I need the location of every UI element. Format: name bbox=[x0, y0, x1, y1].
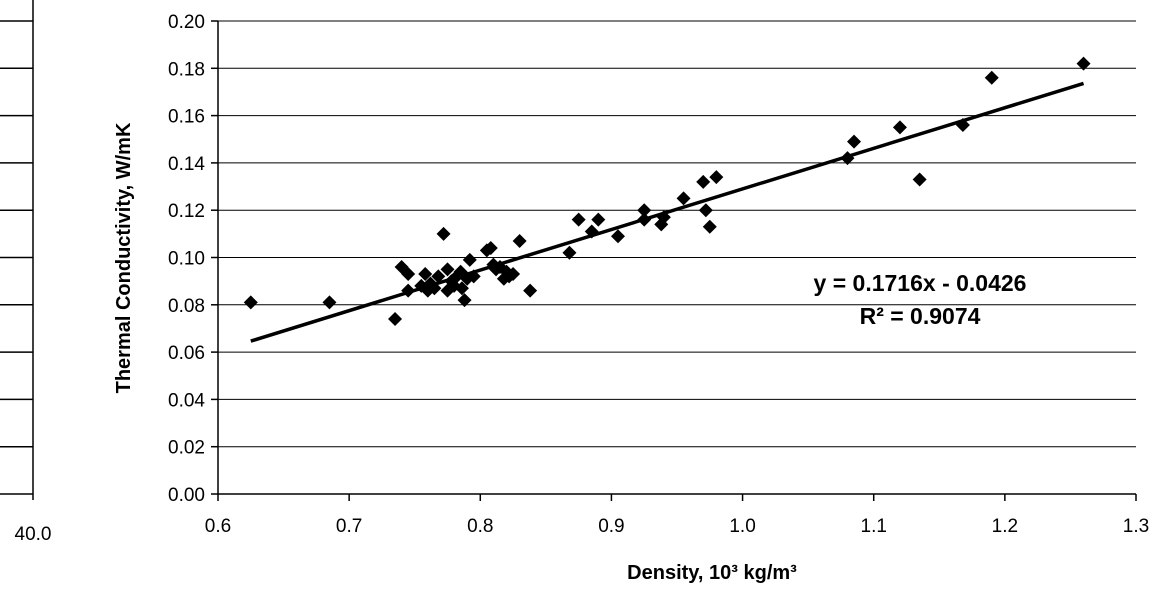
x-tick-label: 0.6 bbox=[205, 516, 231, 537]
data-point bbox=[656, 210, 671, 225]
data-point bbox=[431, 269, 446, 284]
y-tick-label: 0.04 bbox=[168, 390, 205, 411]
data-point bbox=[243, 295, 258, 310]
data-point bbox=[698, 203, 713, 218]
data-point bbox=[955, 118, 970, 133]
data-point bbox=[512, 233, 527, 248]
y-tick-label: 0.08 bbox=[168, 296, 205, 317]
data-point bbox=[637, 212, 652, 227]
y-tick-label: 0.06 bbox=[168, 343, 205, 364]
data-point bbox=[584, 224, 599, 239]
data-point bbox=[466, 269, 481, 284]
y-tick-label: 0.02 bbox=[168, 438, 205, 459]
y-tick-label: 0.10 bbox=[168, 249, 205, 270]
x-axis-ticks: 0.6 0.7 0.8 0.9 1.0 1.1 1.2 1.3 bbox=[205, 494, 1149, 537]
x-tick-label: 0.9 bbox=[598, 516, 624, 537]
data-point bbox=[388, 311, 403, 326]
y-axis-ticks: 0.00 0.02 0.04 0.06 0.08 0.10 0.12 0.14 0.16 0.18… bbox=[168, 12, 218, 506]
data-point bbox=[912, 172, 927, 187]
data-point bbox=[562, 245, 577, 260]
x-axis-title: Density, 10³ kg/m³ bbox=[627, 562, 797, 584]
data-point bbox=[322, 295, 337, 310]
x-tick-label: 1.2 bbox=[992, 516, 1018, 537]
data-point bbox=[1076, 56, 1091, 71]
data-point bbox=[637, 203, 652, 218]
r-squared-label: R² = 0.9074 bbox=[860, 303, 981, 329]
y-axis-title: Thermal Conductivity, W/mK bbox=[113, 122, 135, 393]
y-tick-label: 0.00 bbox=[168, 485, 205, 506]
data-point bbox=[401, 283, 416, 298]
x-tick-label: 0.8 bbox=[467, 516, 493, 537]
data-point bbox=[984, 70, 999, 85]
x-tick-label: 1.3 bbox=[1123, 516, 1149, 537]
data-point bbox=[702, 219, 717, 234]
data-point bbox=[571, 212, 586, 227]
data-point bbox=[696, 174, 711, 189]
data-point bbox=[610, 229, 625, 244]
left-panel-ticks bbox=[0, 20, 33, 495]
y-tick-label: 0.14 bbox=[168, 154, 205, 175]
x-tick-label: 0.7 bbox=[336, 516, 362, 537]
data-points bbox=[243, 56, 1091, 326]
gridlines bbox=[218, 20, 1136, 448]
data-point bbox=[892, 120, 907, 135]
trendline bbox=[250, 81, 1085, 343]
data-point bbox=[457, 293, 472, 308]
data-point bbox=[440, 262, 455, 277]
data-point bbox=[847, 134, 862, 149]
data-point bbox=[506, 267, 521, 282]
trendline-equation: y = 0.1716x - 0.0426 bbox=[814, 270, 1027, 296]
left-panel-x-tick-label: 40.0 bbox=[15, 524, 52, 545]
data-point bbox=[483, 241, 498, 256]
left-panel-fragment: 40.0 bbox=[0, 0, 51, 545]
data-point bbox=[840, 151, 855, 166]
data-point bbox=[427, 281, 442, 296]
data-point bbox=[454, 281, 469, 296]
data-point bbox=[676, 191, 691, 206]
y-tick-label: 0.12 bbox=[168, 201, 205, 222]
y-tick-label: 0.20 bbox=[168, 12, 205, 33]
data-point bbox=[462, 252, 477, 267]
data-point bbox=[591, 212, 606, 227]
data-point bbox=[436, 226, 451, 241]
x-tick-label: 1.1 bbox=[861, 516, 887, 537]
data-point bbox=[709, 170, 724, 185]
data-point bbox=[401, 267, 416, 282]
y-tick-label: 0.16 bbox=[168, 107, 205, 128]
data-point bbox=[523, 283, 538, 298]
data-point bbox=[418, 267, 433, 282]
x-tick-label: 1.0 bbox=[729, 516, 755, 537]
y-tick-label: 0.18 bbox=[168, 59, 205, 80]
